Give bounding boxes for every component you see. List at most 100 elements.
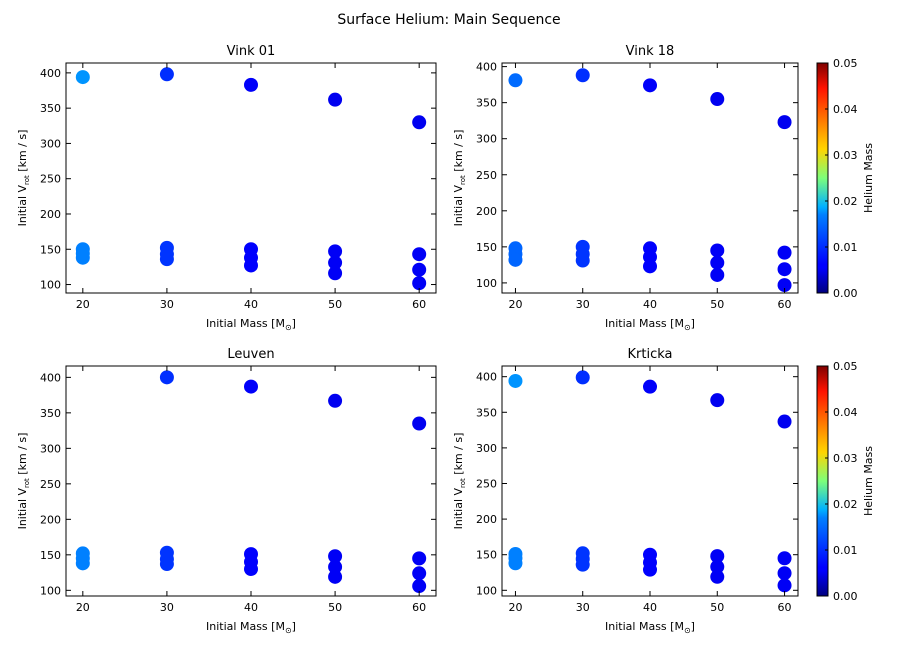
scatter-point bbox=[328, 559, 343, 574]
y-tick-label: 200 bbox=[40, 208, 61, 221]
scatter-point bbox=[710, 267, 725, 282]
y-tick-label: 400 bbox=[40, 67, 61, 80]
colorbar: 0.00 0.01 0.02 0.03 0.04 0.05 Helium Mass bbox=[816, 360, 875, 603]
x-axis-label: Initial Mass [M⊙] bbox=[206, 620, 296, 635]
y-tick-label: 250 bbox=[40, 478, 61, 491]
colorbar-tick-label: 0.03 bbox=[833, 452, 858, 465]
y-tick-label: 250 bbox=[40, 173, 61, 186]
scatter-point bbox=[508, 73, 523, 88]
y-tick-label: 150 bbox=[40, 243, 61, 256]
x-tick-label: 20 bbox=[508, 298, 522, 311]
scatter-point bbox=[328, 255, 343, 270]
panel-vink-01: Vink 01 20 30 40 50 60 100 150 200 250 300 350 400 In… bbox=[16, 44, 437, 332]
panel-leuven: Leuven 20 30 40 50 60 100 150 200 250 300 350 400 Ini… bbox=[16, 347, 437, 635]
y-tick-label: 150 bbox=[476, 549, 497, 562]
scatter-points bbox=[508, 68, 792, 293]
y-tick-label: 350 bbox=[40, 102, 61, 115]
scatter-points bbox=[75, 67, 427, 291]
scatter-point bbox=[412, 579, 427, 594]
scatter-point bbox=[412, 551, 427, 566]
scatter-point bbox=[159, 67, 174, 82]
colorbar-tick-label: 0.04 bbox=[833, 103, 858, 116]
scatter-point bbox=[710, 559, 725, 574]
scatter-point bbox=[244, 77, 258, 92]
y-axis-label: Initial Vrot [km / s] bbox=[452, 433, 467, 530]
y-tick-label: 200 bbox=[40, 513, 61, 526]
scatter-point bbox=[575, 557, 590, 572]
y-tick-label: 300 bbox=[40, 442, 61, 455]
x-tick-label: 60 bbox=[412, 601, 426, 614]
scatter-point bbox=[777, 245, 792, 260]
scatter-point bbox=[575, 370, 590, 385]
panel-title: Krticka bbox=[628, 347, 673, 362]
x-tick-label: 60 bbox=[412, 298, 426, 311]
scatter-point bbox=[412, 276, 427, 291]
x-tick-label: 60 bbox=[778, 298, 792, 311]
colorbar-tick-label: 0.01 bbox=[833, 241, 858, 254]
y-tick-label: 250 bbox=[476, 477, 497, 490]
colorbar-tick-label: 0.01 bbox=[833, 544, 858, 557]
colorbar-tick-label: 0.00 bbox=[833, 287, 858, 300]
y-tick-label: 100 bbox=[40, 279, 61, 292]
y-tick-label: 300 bbox=[40, 137, 61, 150]
x-tick-label: 20 bbox=[76, 298, 90, 311]
x-tick-label: 40 bbox=[244, 601, 258, 614]
scatter-point bbox=[710, 92, 725, 107]
y-axis-label: Initial Vrot [km / s] bbox=[16, 433, 31, 530]
y-tick-label: 200 bbox=[476, 513, 497, 526]
scatter-point bbox=[777, 414, 792, 429]
y-tick-label: 300 bbox=[476, 133, 497, 146]
y-tick-label: 350 bbox=[476, 97, 497, 110]
y-tick-label: 100 bbox=[40, 584, 61, 597]
y-tick-label: 400 bbox=[40, 371, 61, 384]
scatter-point bbox=[777, 578, 792, 593]
x-tick-label: 20 bbox=[508, 601, 522, 614]
scatter-point bbox=[710, 393, 725, 408]
y-tick-label: 100 bbox=[476, 277, 497, 290]
x-tick-label: 30 bbox=[160, 298, 174, 311]
colorbar-gradient bbox=[816, 62, 829, 294]
scatter-point bbox=[575, 68, 590, 83]
scatter-point bbox=[75, 250, 90, 265]
scatter-point bbox=[328, 266, 343, 281]
colorbar-tick-label: 0.02 bbox=[833, 195, 858, 208]
scatter-point bbox=[412, 247, 427, 262]
scatter-point bbox=[777, 551, 792, 566]
scatter-point bbox=[244, 379, 258, 394]
scatter-point bbox=[244, 562, 258, 577]
x-tick-label: 30 bbox=[576, 298, 590, 311]
panel-title: Vink 01 bbox=[227, 44, 276, 59]
scatter-points bbox=[75, 370, 427, 594]
scatter-point bbox=[328, 244, 343, 259]
panel-vink-18: Vink 18 20 30 40 50 60 100 150 200 250 300 350 400 In… bbox=[452, 44, 799, 332]
panel-title: Vink 18 bbox=[626, 44, 675, 59]
scatter-point bbox=[75, 556, 90, 571]
y-axis-label: Initial Vrot [km / s] bbox=[16, 130, 31, 227]
x-tick-label: 40 bbox=[643, 298, 657, 311]
x-tick-label: 50 bbox=[328, 601, 342, 614]
y-tick-label: 350 bbox=[40, 407, 61, 420]
colorbar-tick-label: 0.04 bbox=[833, 406, 858, 419]
x-tick-label: 40 bbox=[643, 601, 657, 614]
y-axis-label: Initial Vrot [km / s] bbox=[452, 130, 467, 227]
scatter-point bbox=[777, 566, 792, 581]
scatter-point bbox=[508, 556, 523, 571]
scatter-point bbox=[777, 115, 792, 130]
x-tick-label: 60 bbox=[778, 601, 792, 614]
x-axis-label: Initial Mass [M⊙] bbox=[605, 620, 695, 635]
scatter-point bbox=[412, 566, 427, 581]
scatter-point bbox=[643, 78, 657, 93]
panel-krticka: Krticka 20 30 40 50 60 100 150 200 250 300 350 400 In… bbox=[452, 347, 799, 635]
y-tick-label: 300 bbox=[476, 442, 497, 455]
colorbar-tick-label: 0.05 bbox=[833, 360, 858, 373]
colorbar-label: Helium Mass bbox=[862, 446, 875, 516]
scatter-point bbox=[328, 569, 343, 584]
scatter-point bbox=[75, 70, 90, 85]
x-axis-label: Initial Mass [M⊙] bbox=[206, 317, 296, 332]
scatter-point bbox=[643, 259, 657, 274]
scatter-point bbox=[159, 252, 174, 267]
scatter-point bbox=[508, 252, 523, 267]
